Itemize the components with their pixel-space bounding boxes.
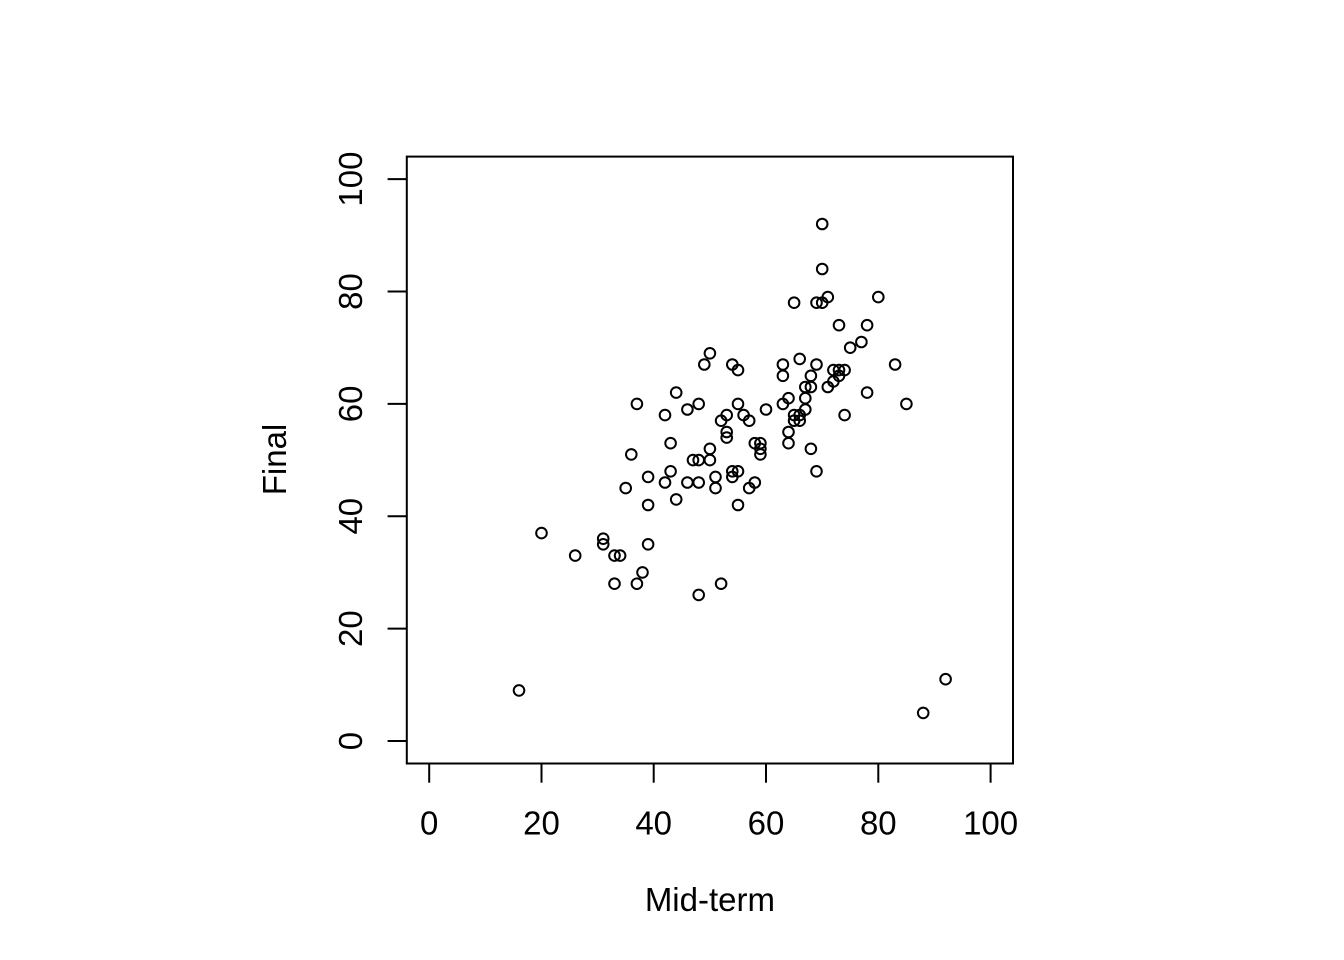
- svg-text:60: 60: [748, 805, 785, 842]
- svg-text:Mid-term: Mid-term: [645, 881, 775, 918]
- svg-text:40: 40: [635, 805, 672, 842]
- svg-text:100: 100: [963, 805, 1018, 842]
- svg-text:Final: Final: [256, 424, 293, 496]
- svg-text:0: 0: [420, 805, 438, 842]
- svg-text:0: 0: [332, 732, 369, 750]
- svg-text:100: 100: [332, 152, 369, 207]
- svg-text:80: 80: [332, 273, 369, 310]
- svg-text:20: 20: [332, 610, 369, 647]
- svg-text:60: 60: [332, 386, 369, 423]
- svg-text:20: 20: [523, 805, 560, 842]
- svg-text:80: 80: [860, 805, 897, 842]
- svg-text:40: 40: [332, 498, 369, 535]
